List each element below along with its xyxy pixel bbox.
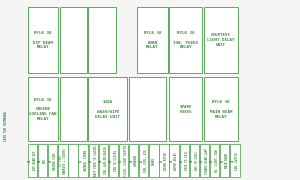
FancyBboxPatch shape <box>200 144 209 177</box>
Text: 15
BATT FEED TO CLOCKS: 15 BATT FEED TO CLOCKS <box>89 145 98 176</box>
Text: 15
FUSE TO COIL: 15 FUSE TO COIL <box>180 151 189 170</box>
Text: RFLK 30

DIP BEAM
RELAY: RFLK 30 DIP BEAM RELAY <box>33 31 53 49</box>
FancyBboxPatch shape <box>58 144 68 177</box>
FancyBboxPatch shape <box>137 7 167 73</box>
Text: 15
IGN. COIL, ECU: 15 IGN. COIL, ECU <box>140 149 148 172</box>
Text: 10
IGN TO CLOCKS: 10 IGN TO CLOCKS <box>109 150 118 171</box>
FancyBboxPatch shape <box>180 144 189 177</box>
Text: RFLK 30

IGN. FEEDS
RELAY: RFLK 30 IGN. FEEDS RELAY <box>173 31 198 49</box>
FancyBboxPatch shape <box>129 77 166 141</box>
FancyBboxPatch shape <box>210 144 219 177</box>
Text: 30
WINDOWS: 30 WINDOWS <box>129 155 138 166</box>
Text: 15
HAZARD, SIREN: 15 HAZARD, SIREN <box>79 150 87 171</box>
Text: SPARE
FUSES: SPARE FUSES <box>179 105 192 114</box>
FancyBboxPatch shape <box>159 144 169 177</box>
FancyBboxPatch shape <box>88 77 127 141</box>
FancyBboxPatch shape <box>68 144 78 177</box>
Text: 20
ENGINE FUEL: 20 ENGINE FUEL <box>49 152 57 170</box>
FancyBboxPatch shape <box>230 144 239 177</box>
FancyBboxPatch shape <box>169 7 202 73</box>
FancyBboxPatch shape <box>190 144 199 177</box>
Text: 20
SPARKS BEAM LAMP: 20 SPARKS BEAM LAMP <box>200 148 209 174</box>
Text: 20
ECU: 20 ECU <box>38 158 47 163</box>
Text: 30
WIPER DELAY: 30 WIPER DELAY <box>170 152 178 170</box>
FancyBboxPatch shape <box>129 144 138 177</box>
Text: 15
MAIN BEAM: 15 MAIN BEAM <box>220 153 229 168</box>
FancyBboxPatch shape <box>203 7 238 73</box>
FancyBboxPatch shape <box>28 77 58 141</box>
Text: COURTESY
LIGHT DELAY
UNIT: COURTESY LIGHT DELAY UNIT <box>207 33 235 47</box>
Text: 15 (30)
HARNESS + LIGHTS: 15 (30) HARNESS + LIGHTS <box>58 148 67 174</box>
FancyBboxPatch shape <box>109 144 118 177</box>
FancyBboxPatch shape <box>88 144 98 177</box>
Text: 20
DIP BEAM OUT: 20 DIP BEAM OUT <box>28 151 37 170</box>
Text: 15
WIPER MOTOR: 15 WIPER MOTOR <box>160 152 168 170</box>
FancyBboxPatch shape <box>48 144 58 177</box>
FancyBboxPatch shape <box>59 7 87 73</box>
Text: 130A

WASH/WIPE
DELAY UNIT: 130A WASH/WIPE DELAY UNIT <box>95 100 120 119</box>
FancyBboxPatch shape <box>149 144 159 177</box>
FancyBboxPatch shape <box>169 144 179 177</box>
Text: 15
HI. LIGHT, IGN: 15 HI. LIGHT, IGN <box>210 149 219 172</box>
FancyBboxPatch shape <box>59 77 87 141</box>
FancyBboxPatch shape <box>119 144 128 177</box>
Text: 15
CLOCK, LIGHT SWITCH: 15 CLOCK, LIGHT SWITCH <box>119 145 128 176</box>
FancyBboxPatch shape <box>99 144 108 177</box>
Text: 20
ABS TO COIL?: 20 ABS TO COIL? <box>190 151 199 170</box>
FancyBboxPatch shape <box>139 144 148 177</box>
Text: 20
IGN. SWITCH: 20 IGN. SWITCH <box>230 152 239 170</box>
FancyBboxPatch shape <box>88 7 116 73</box>
Text: RFLK 30

HORN
RELAY: RFLK 30 HORN RELAY <box>144 31 161 49</box>
FancyBboxPatch shape <box>78 144 88 177</box>
FancyBboxPatch shape <box>28 144 37 177</box>
FancyBboxPatch shape <box>38 144 47 177</box>
Text: SPARE: SPARE <box>152 157 156 165</box>
FancyBboxPatch shape <box>28 7 58 73</box>
Text: RFLK 30

ENGINE
COOLING FAN
RELAY: RFLK 30 ENGINE COOLING FAN RELAY <box>29 98 57 121</box>
FancyBboxPatch shape <box>203 77 238 141</box>
FancyBboxPatch shape <box>220 144 230 177</box>
Text: RFLK 30

MAIN BEAM
RELAY: RFLK 30 MAIN BEAM RELAY <box>210 100 232 119</box>
Text: 2000 TVR CHIMAERA: 2000 TVR CHIMAERA <box>4 111 8 141</box>
FancyBboxPatch shape <box>169 77 202 141</box>
Text: 10
IGN. ALM ON RADIO: 10 IGN. ALM ON RADIO <box>99 147 108 174</box>
